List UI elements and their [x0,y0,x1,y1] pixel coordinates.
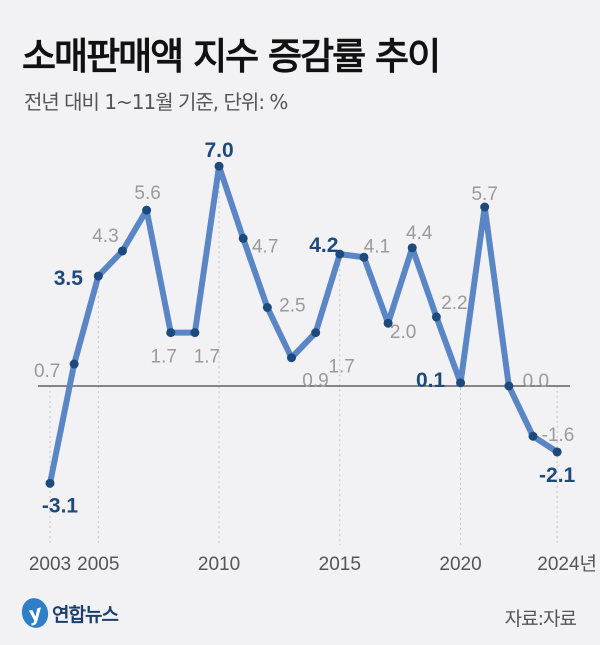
data-point [93,271,103,281]
x-tick-label: 2020 [439,554,481,575]
data-point [166,328,176,338]
data-point [407,243,417,253]
data-label: 4.4 [406,223,433,244]
data-point [45,478,55,488]
data-label: 0.7 [34,361,60,382]
data-point [142,205,152,215]
data-point [504,381,514,391]
data-label: -2.1 [539,464,576,487]
data-point [214,161,224,171]
data-point [287,353,296,363]
data-label: -1.6 [542,425,575,446]
data-point [552,447,562,457]
yonhap-logo: y 연합뉴스 [18,595,119,631]
data-label: 2.5 [279,296,305,317]
data-label: 0.1 [416,369,446,392]
data-point [456,378,466,388]
data-label: 5.6 [134,183,160,204]
data-label: 1.7 [151,347,177,368]
x-tick-label: 2005 [77,554,119,575]
data-label: 0.9 [302,371,328,392]
chart-title: 소매판매액 지수 증감률 추이 [22,35,441,78]
yonhap-logo-icon: y [18,595,52,631]
data-label: 1.7 [194,347,220,368]
data-label: 4.3 [92,226,118,247]
data-point [262,303,272,312]
data-label: 4.2 [309,234,338,257]
x-tick-label: 2003 [29,554,71,575]
data-point [190,328,200,338]
data-point [117,246,127,256]
data-label: 3.5 [54,267,84,290]
data-label: 7.0 [204,139,233,162]
x-tick-label: 2024년 [537,553,597,575]
x-tick-label: 2010 [198,554,240,575]
chart-subtitle: 전년 대비 1~11월 기준, 단위: % [24,90,288,114]
data-point [238,233,248,243]
data-point [69,359,79,369]
data-label: 5.7 [471,184,497,205]
logo-text: 연합뉴스 [52,603,119,626]
x-tick-label: 2015 [319,554,361,575]
data-label: 4.1 [364,236,390,257]
data-label: 2.0 [390,322,416,343]
data-point [335,249,345,259]
data-point [311,328,321,338]
data-label: 1.7 [328,357,354,378]
data-point [359,252,369,262]
series-line [47,163,559,484]
data-point [480,202,490,212]
data-point [431,312,441,322]
data-label: 2.2 [441,293,467,314]
data-point [528,431,538,441]
data-label: 4.7 [252,236,278,257]
data-point [383,318,393,328]
data-label: -3.1 [42,494,79,517]
data-label: 0.0 [523,371,549,392]
source-text: 자료:자료 [504,608,577,630]
